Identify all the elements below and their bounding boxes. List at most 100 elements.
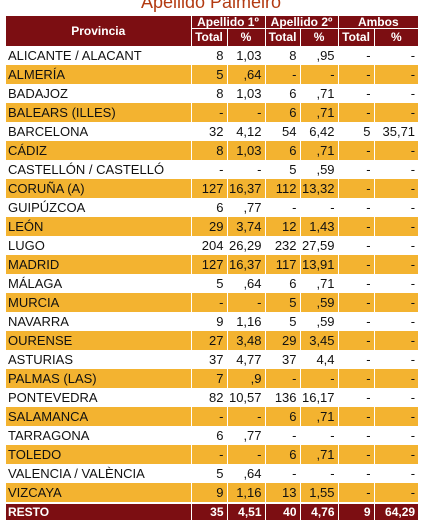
table-row: OURENSE 27 3,48 29 3,45- - (6, 331, 419, 350)
cell-ap2-total: 13 (264, 483, 301, 502)
table-row: ASTURIAS 37 4,77 37 4,4- - (6, 350, 419, 369)
column-header-total: Total (264, 28, 301, 46)
cell-ambos-total: - (337, 217, 375, 236)
cell-ap1-total: 7 (190, 369, 227, 388)
cell-ap2-total: 117 (264, 255, 301, 274)
cell-ap1-pct: ,77 (226, 426, 266, 445)
cell-ap2-total: 136 (264, 388, 301, 407)
cell-ambos-pct: - (373, 198, 419, 217)
cell-ap2-pct: - (299, 65, 339, 84)
cell-ambos-pct: - (373, 46, 419, 65)
cell-ap2-pct: 1,43 (299, 217, 339, 236)
row-name: TARRAGONA (6, 426, 191, 445)
cell-ap2-pct: 4,76 (299, 504, 339, 520)
cell-ap2-pct: 1,55 (299, 483, 339, 502)
table-row: LUGO 204 26,29 232 27,59- - (6, 236, 419, 255)
cell-ambos-pct: - (373, 331, 419, 350)
cell-ap2-total: 6 (264, 445, 301, 464)
row-name: MÁLAGA (6, 274, 191, 293)
row-name: VIZCAYA (6, 483, 191, 502)
row-name: VALENCIA / VALÈNCIA (6, 464, 191, 483)
column-header-total: Total (337, 28, 375, 46)
table-row: TOLEDO - -6,71- - (6, 445, 419, 464)
column-header-pct: % (373, 28, 419, 46)
table-row: BALEARS (ILLES) - -6,71- - (6, 103, 419, 122)
table-row: GUIPÚZCOA 6,77- - - - (6, 198, 419, 217)
cell-ap1-total: - (190, 160, 227, 179)
cell-ambos-pct: - (373, 426, 419, 445)
cell-ambos-total: - (337, 407, 375, 426)
column-group-apellido-1: Apellido 1º (190, 16, 266, 29)
cell-ap1-pct: 26,29 (226, 236, 266, 255)
cell-ambos-pct: 35,71 (373, 122, 419, 141)
cell-ambos-total: - (337, 65, 375, 84)
cell-ap2-total: 6 (264, 103, 301, 122)
cell-ap1-pct: 10,57 (226, 388, 266, 407)
surname-distribution-table: Provincia Apellido 1º Apellido 2º Ambos … (6, 16, 419, 520)
cell-ambos-pct: - (373, 65, 419, 84)
cell-ap1-pct: 1,03 (226, 46, 266, 65)
cell-ap1-total: 127 (190, 179, 227, 198)
table-row: VIZCAYA 9 1,16 13 1,55- - (6, 483, 419, 502)
cell-ap1-pct: 4,51 (226, 504, 266, 520)
cell-ap2-total: - (264, 65, 301, 84)
cell-ap2-pct: ,71 (299, 103, 339, 122)
cell-ap2-total: 232 (264, 236, 301, 255)
header-row-subcolumns: Total % Total % Total % (6, 28, 419, 46)
cell-ap1-total: 6 (190, 426, 227, 445)
cell-ap1-total: 9 (190, 483, 227, 502)
cell-ap2-total: - (264, 198, 301, 217)
cell-ap2-total: 29 (264, 331, 301, 350)
table-row: BADAJOZ 8 1,03 6,71- - (6, 84, 419, 103)
row-name: LUGO (6, 236, 191, 255)
cell-ap1-pct: 1,16 (226, 483, 266, 502)
cell-ap1-total: 9 (190, 312, 227, 331)
cell-ap2-total: 6 (264, 274, 301, 293)
cell-ap2-pct: 16,17 (299, 388, 339, 407)
table-row: LEÓN 29 3,74 12 1,43- - (6, 217, 419, 236)
cell-ambos-pct: - (373, 407, 419, 426)
row-name: RESTO (6, 504, 191, 520)
row-name: ASTURIAS (6, 350, 191, 369)
cell-ap1-total: 29 (190, 217, 227, 236)
cell-ap2-total: 37 (264, 350, 301, 369)
cell-ambos-total: - (337, 274, 375, 293)
cell-ap2-total: 6 (264, 84, 301, 103)
cell-ap1-pct: - (226, 445, 266, 464)
cell-ap2-total: - (264, 426, 301, 445)
cell-ap2-pct: 4,4 (299, 350, 339, 369)
cell-ap2-pct: 3,45 (299, 331, 339, 350)
cell-ap1-pct: 4,12 (226, 122, 266, 141)
cell-ambos-pct: - (373, 388, 419, 407)
cell-ambos-total: - (337, 103, 375, 122)
cell-ap1-total: - (190, 445, 227, 464)
table-body: ALICANTE / ALACANT 8 1,03 8,95- - ALMERÍA 5,64… (6, 46, 419, 502)
cell-ambos-pct: - (373, 445, 419, 464)
row-name: ALICANTE / ALACANT (6, 46, 191, 65)
row-name: TOLEDO (6, 445, 191, 464)
cell-ap1-pct: ,64 (226, 65, 266, 84)
cell-ambos-pct: - (373, 274, 419, 293)
cell-ap2-pct: ,59 (299, 293, 339, 312)
column-group-apellido-2: Apellido 2º (264, 16, 339, 29)
table-row: CORUÑA (A) 127 16,37 112 13,32- - (6, 179, 419, 198)
row-name: GUIPÚZCOA (6, 198, 191, 217)
cell-ap2-total: 12 (264, 217, 301, 236)
cell-ambos-pct: - (373, 236, 419, 255)
cell-ap2-pct: 6,42 (299, 122, 339, 141)
cell-ambos-total: - (337, 426, 375, 445)
cell-ap1-pct: 16,37 (226, 255, 266, 274)
cell-ambos-pct: - (373, 217, 419, 236)
cell-ap1-total: - (190, 103, 227, 122)
row-name: OURENSE (6, 331, 191, 350)
table-row: CASTELLÓN / CASTELLÓ - -5,59- - (6, 160, 419, 179)
cell-ap2-pct: - (299, 426, 339, 445)
column-header-pct: % (226, 28, 266, 46)
table-row: TARRAGONA 6,77- - - - (6, 426, 419, 445)
cell-ap1-total: - (190, 293, 227, 312)
cell-ambos-total: - (337, 236, 375, 255)
cell-ambos-pct: - (373, 369, 419, 388)
cell-ap1-total: 37 (190, 350, 227, 369)
cell-ambos-pct: - (373, 103, 419, 122)
table-row: ALMERÍA 5,64- - - - (6, 65, 419, 84)
